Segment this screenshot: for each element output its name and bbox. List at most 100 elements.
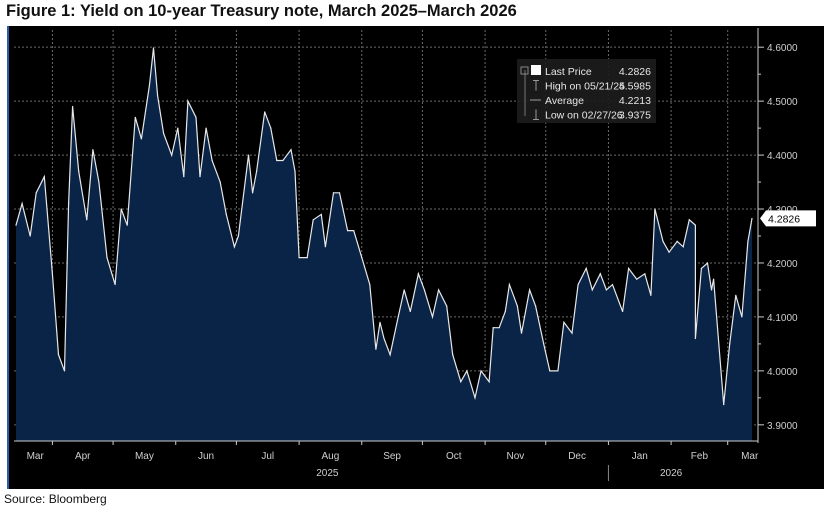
last-price-tag-shape: [760, 210, 816, 227]
x-month-label: Oct: [446, 451, 462, 462]
x-axis: Mar Apr May Jun Jul Aug Sep Oct Nov Dec Jan Feb Mar 2…: [14, 440, 759, 481]
data-point: [338, 192, 341, 194]
data-point: [282, 159, 284, 162]
data-point: [320, 213, 322, 216]
data-point: [383, 337, 385, 340]
data-point: [78, 170, 80, 172]
data-point: [171, 154, 173, 156]
x-month-label: Apr: [75, 451, 91, 462]
data-point: [63, 370, 66, 372]
data-point: [126, 224, 128, 226]
x-month-label: Feb: [691, 451, 709, 462]
source-note: Source: Bloomberg: [4, 492, 107, 506]
legend-label: Last Price: [545, 66, 592, 78]
data-point: [375, 348, 377, 350]
data-point: [195, 116, 197, 118]
data-point: [409, 310, 411, 313]
data-point: [43, 176, 45, 178]
data-point: [140, 138, 142, 140]
data-point: [134, 116, 136, 118]
data-point: [92, 149, 94, 151]
data-point: [492, 327, 494, 329]
data-point: [504, 310, 506, 313]
x-month-label: Aug: [322, 451, 340, 462]
data-point: [741, 316, 743, 318]
collapse-icon: [520, 66, 529, 75]
data-point: [114, 283, 116, 286]
data-point: [549, 370, 551, 372]
data-point: [446, 305, 448, 307]
x-month-label: Mar: [27, 451, 45, 462]
data-point: [219, 181, 221, 183]
data-point: [621, 310, 624, 313]
data-point: [605, 289, 608, 291]
yield-chart: 4.60004.50004.40004.30004.20004.10004.00…: [7, 26, 824, 489]
x-month-label: Jul: [261, 451, 274, 462]
data-point: [654, 208, 656, 210]
data-point: [676, 240, 678, 242]
y-tick-label: 4.0000: [767, 367, 798, 378]
data-point: [324, 246, 326, 248]
x-year-label: 2026: [660, 468, 683, 479]
data-point: [466, 370, 468, 372]
y-tick-label: 4.6000: [767, 43, 798, 54]
data-point: [516, 305, 519, 307]
chart-left-edge: [7, 26, 9, 489]
data-point: [710, 289, 713, 291]
data-point: [347, 230, 349, 232]
data-point: [528, 289, 531, 291]
data-point: [480, 370, 482, 372]
data-point: [668, 251, 670, 253]
data-point: [706, 262, 709, 264]
data-point: [474, 397, 476, 399]
data-point: [264, 111, 266, 113]
data-point: [21, 203, 23, 205]
data-point: [29, 235, 31, 237]
white-square-icon: [531, 65, 541, 75]
x-month-label: Nov: [507, 451, 525, 462]
data-point: [563, 321, 565, 323]
last-price-tag-label: 4.2826: [768, 213, 800, 225]
data-point: [233, 246, 235, 248]
y-tick-label: 4.2000: [767, 259, 798, 270]
legend-value: 4.2826: [619, 66, 651, 78]
yield-area: [16, 48, 752, 441]
data-point: [751, 217, 753, 220]
data-point: [72, 105, 74, 108]
legend-value: 4.2213: [619, 95, 651, 107]
data-point: [688, 219, 690, 221]
data-point: [152, 47, 155, 49]
legend-label: High on 05/21/25: [545, 81, 625, 93]
data-point: [306, 256, 308, 259]
data-point: [353, 230, 355, 232]
legend-value: 3.9375: [619, 110, 651, 122]
data-point: [15, 224, 17, 226]
data-point: [723, 403, 725, 406]
data-point: [460, 381, 462, 383]
data-point: [431, 316, 434, 318]
data-point: [650, 294, 652, 296]
data-point: [256, 170, 258, 172]
data-point: [577, 283, 579, 286]
data-point: [51, 273, 54, 275]
data-point: [276, 159, 278, 162]
data-point: [694, 337, 696, 340]
data-point: [163, 132, 165, 135]
data-point: [397, 316, 399, 318]
data-point: [106, 256, 108, 259]
data-point: [332, 192, 335, 194]
x-month-label: Mar: [741, 451, 759, 462]
data-point: [557, 370, 559, 372]
y-tick-label: 4.1000: [767, 313, 798, 324]
data-point: [644, 273, 646, 275]
data-point: [591, 289, 593, 291]
x-month-label: May: [135, 451, 154, 462]
data-point: [628, 267, 630, 269]
data-point: [543, 343, 545, 345]
data-point: [183, 176, 185, 178]
data-point: [199, 176, 201, 178]
data-point: [290, 149, 292, 151]
data-point: [571, 332, 573, 334]
data-point: [247, 154, 250, 156]
data-point: [225, 213, 227, 216]
